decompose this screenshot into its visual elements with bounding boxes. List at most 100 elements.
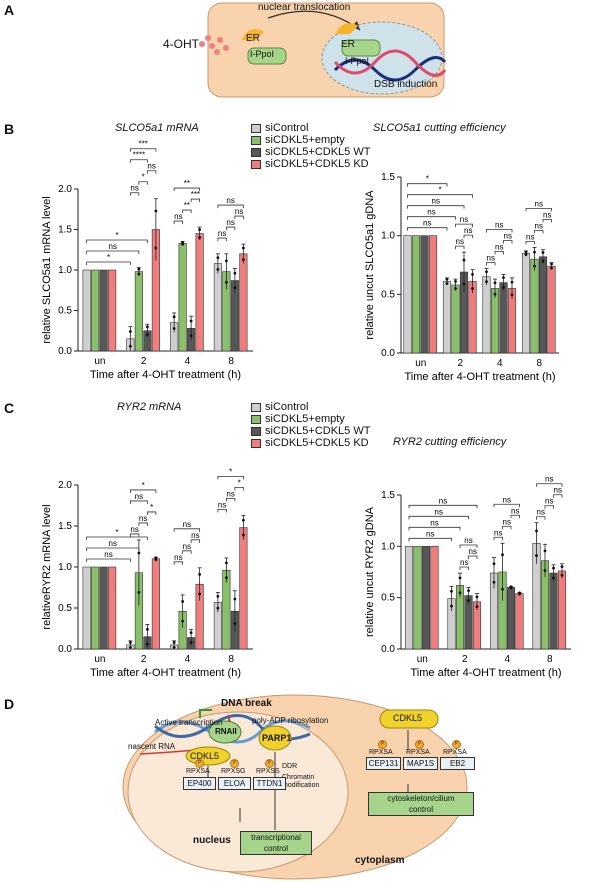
y-tick-label: 1.5 xyxy=(381,172,395,183)
significance-bracket xyxy=(493,503,520,508)
significance-label: * xyxy=(150,503,153,512)
significance-bracket xyxy=(190,198,201,203)
active-transcription-label: Active transcription xyxy=(155,718,223,727)
er-label: ER xyxy=(246,33,260,44)
data-point xyxy=(198,236,202,239)
significance-label: ** xyxy=(184,201,190,210)
data-point xyxy=(493,292,497,296)
legend-label: siControl xyxy=(265,401,309,413)
significance-label: ns xyxy=(535,199,543,208)
data-point xyxy=(145,627,149,631)
significance-label: * xyxy=(238,478,241,487)
legend-swatch xyxy=(251,159,261,169)
data-point xyxy=(181,240,185,244)
significance-bracket xyxy=(534,230,544,234)
phospho-icon: P xyxy=(415,740,424,749)
legend-label: siCDKL5+CDKL5 KD xyxy=(265,158,369,170)
ippol-shape xyxy=(247,47,287,65)
legend-label: siCDKL5+CDKL5 KD xyxy=(265,437,369,449)
significance-label: * xyxy=(107,253,110,262)
y-tick-label: 1.5 xyxy=(58,225,72,236)
data-point xyxy=(445,282,449,285)
significance-label: ns xyxy=(174,553,182,562)
chart-slco-cut: 0.00.51.01.5un 2 4 8nsnsnsnsnsnsnsnsnsnsnsn… xyxy=(364,172,559,383)
bar xyxy=(82,566,91,650)
data-point xyxy=(172,315,176,319)
er-shape xyxy=(242,29,264,40)
y-tick-label: 1.5 xyxy=(58,521,72,532)
significance-bracket xyxy=(86,558,131,562)
data-point xyxy=(216,594,220,598)
significance-label: ns xyxy=(545,497,553,506)
bar xyxy=(99,566,108,650)
data-point xyxy=(145,325,149,329)
significance-label: ns xyxy=(226,489,234,498)
dna-strand xyxy=(154,719,311,744)
significance-bracket xyxy=(544,505,554,509)
ohtd-dot xyxy=(209,43,215,49)
bar xyxy=(530,258,539,354)
data-point xyxy=(485,270,488,274)
bar xyxy=(91,566,100,650)
x-tick-label: 4 xyxy=(185,356,191,367)
significance-label: ns xyxy=(427,208,435,217)
y-tick-label: 1.0 xyxy=(381,541,395,552)
data-point xyxy=(467,599,470,602)
y-tick-label: 1.0 xyxy=(381,231,395,242)
nucleus-label: nucleus xyxy=(193,835,231,846)
cdkl5-nuc-label: CDKL5 xyxy=(190,751,220,761)
parp1-shape xyxy=(258,725,292,751)
y-tick-label: 0.5 xyxy=(58,306,72,317)
data-point xyxy=(233,286,237,290)
bar xyxy=(99,269,108,352)
y-tick-label: 2.0 xyxy=(58,184,72,195)
significance-bracket xyxy=(217,508,227,513)
cdkl5-cyto-label: CDKL5 xyxy=(393,713,423,723)
significance-bracket xyxy=(217,475,244,480)
significance-label: ns xyxy=(439,496,447,505)
data-point xyxy=(224,280,228,284)
significance-bracket xyxy=(129,192,140,196)
significance-bracket xyxy=(494,251,504,255)
nascent-rna-label: nascent RNA xyxy=(128,742,176,751)
significance-bracket xyxy=(408,526,461,531)
y-axis-label: relative SLCO5a1 mRNA level xyxy=(41,196,53,343)
legend-swatch xyxy=(251,414,261,424)
data-point xyxy=(241,518,245,522)
significance-label: ns xyxy=(503,495,511,504)
significance-label: ns xyxy=(191,531,199,540)
y-tick-label: 1.0 xyxy=(58,562,72,573)
bar xyxy=(549,572,558,650)
data-point xyxy=(552,566,555,570)
legend-item: siControl xyxy=(251,122,370,134)
data-point xyxy=(154,558,158,562)
significance-bracket xyxy=(173,528,201,532)
significance-bracket xyxy=(129,489,157,493)
bar xyxy=(521,252,531,354)
significance-label: ns xyxy=(545,475,553,484)
legend-swatch xyxy=(251,123,261,133)
legend-label: siCDKL5+CDKL5 WT xyxy=(265,425,371,437)
data-point xyxy=(541,251,545,254)
panel-letter-a: A xyxy=(4,2,15,18)
significance-label: * xyxy=(142,481,145,490)
y-tick-label: 1.0 xyxy=(58,265,72,276)
data-point xyxy=(541,259,545,263)
x-tick-label: 2 xyxy=(462,654,468,665)
data-point xyxy=(535,554,538,557)
legend-c: siControl siCDKL5+empty siCDKL5+CDKL5 WT… xyxy=(251,401,370,449)
bar xyxy=(151,558,160,650)
data-point xyxy=(189,631,193,634)
significance-bracket xyxy=(86,261,131,265)
legend-label: siCDKL5+empty xyxy=(265,134,345,146)
significance-bracket xyxy=(138,181,148,185)
significance-label: ns xyxy=(235,207,243,216)
chromatin-label: Chromatin modification xyxy=(282,774,320,789)
significance-bracket xyxy=(503,240,513,244)
x-tick-label: 4 xyxy=(497,358,503,369)
data-point xyxy=(462,258,466,262)
data-point xyxy=(518,592,521,596)
significance-label: ns xyxy=(426,529,434,538)
data-point xyxy=(524,250,528,254)
data-point xyxy=(502,276,505,280)
